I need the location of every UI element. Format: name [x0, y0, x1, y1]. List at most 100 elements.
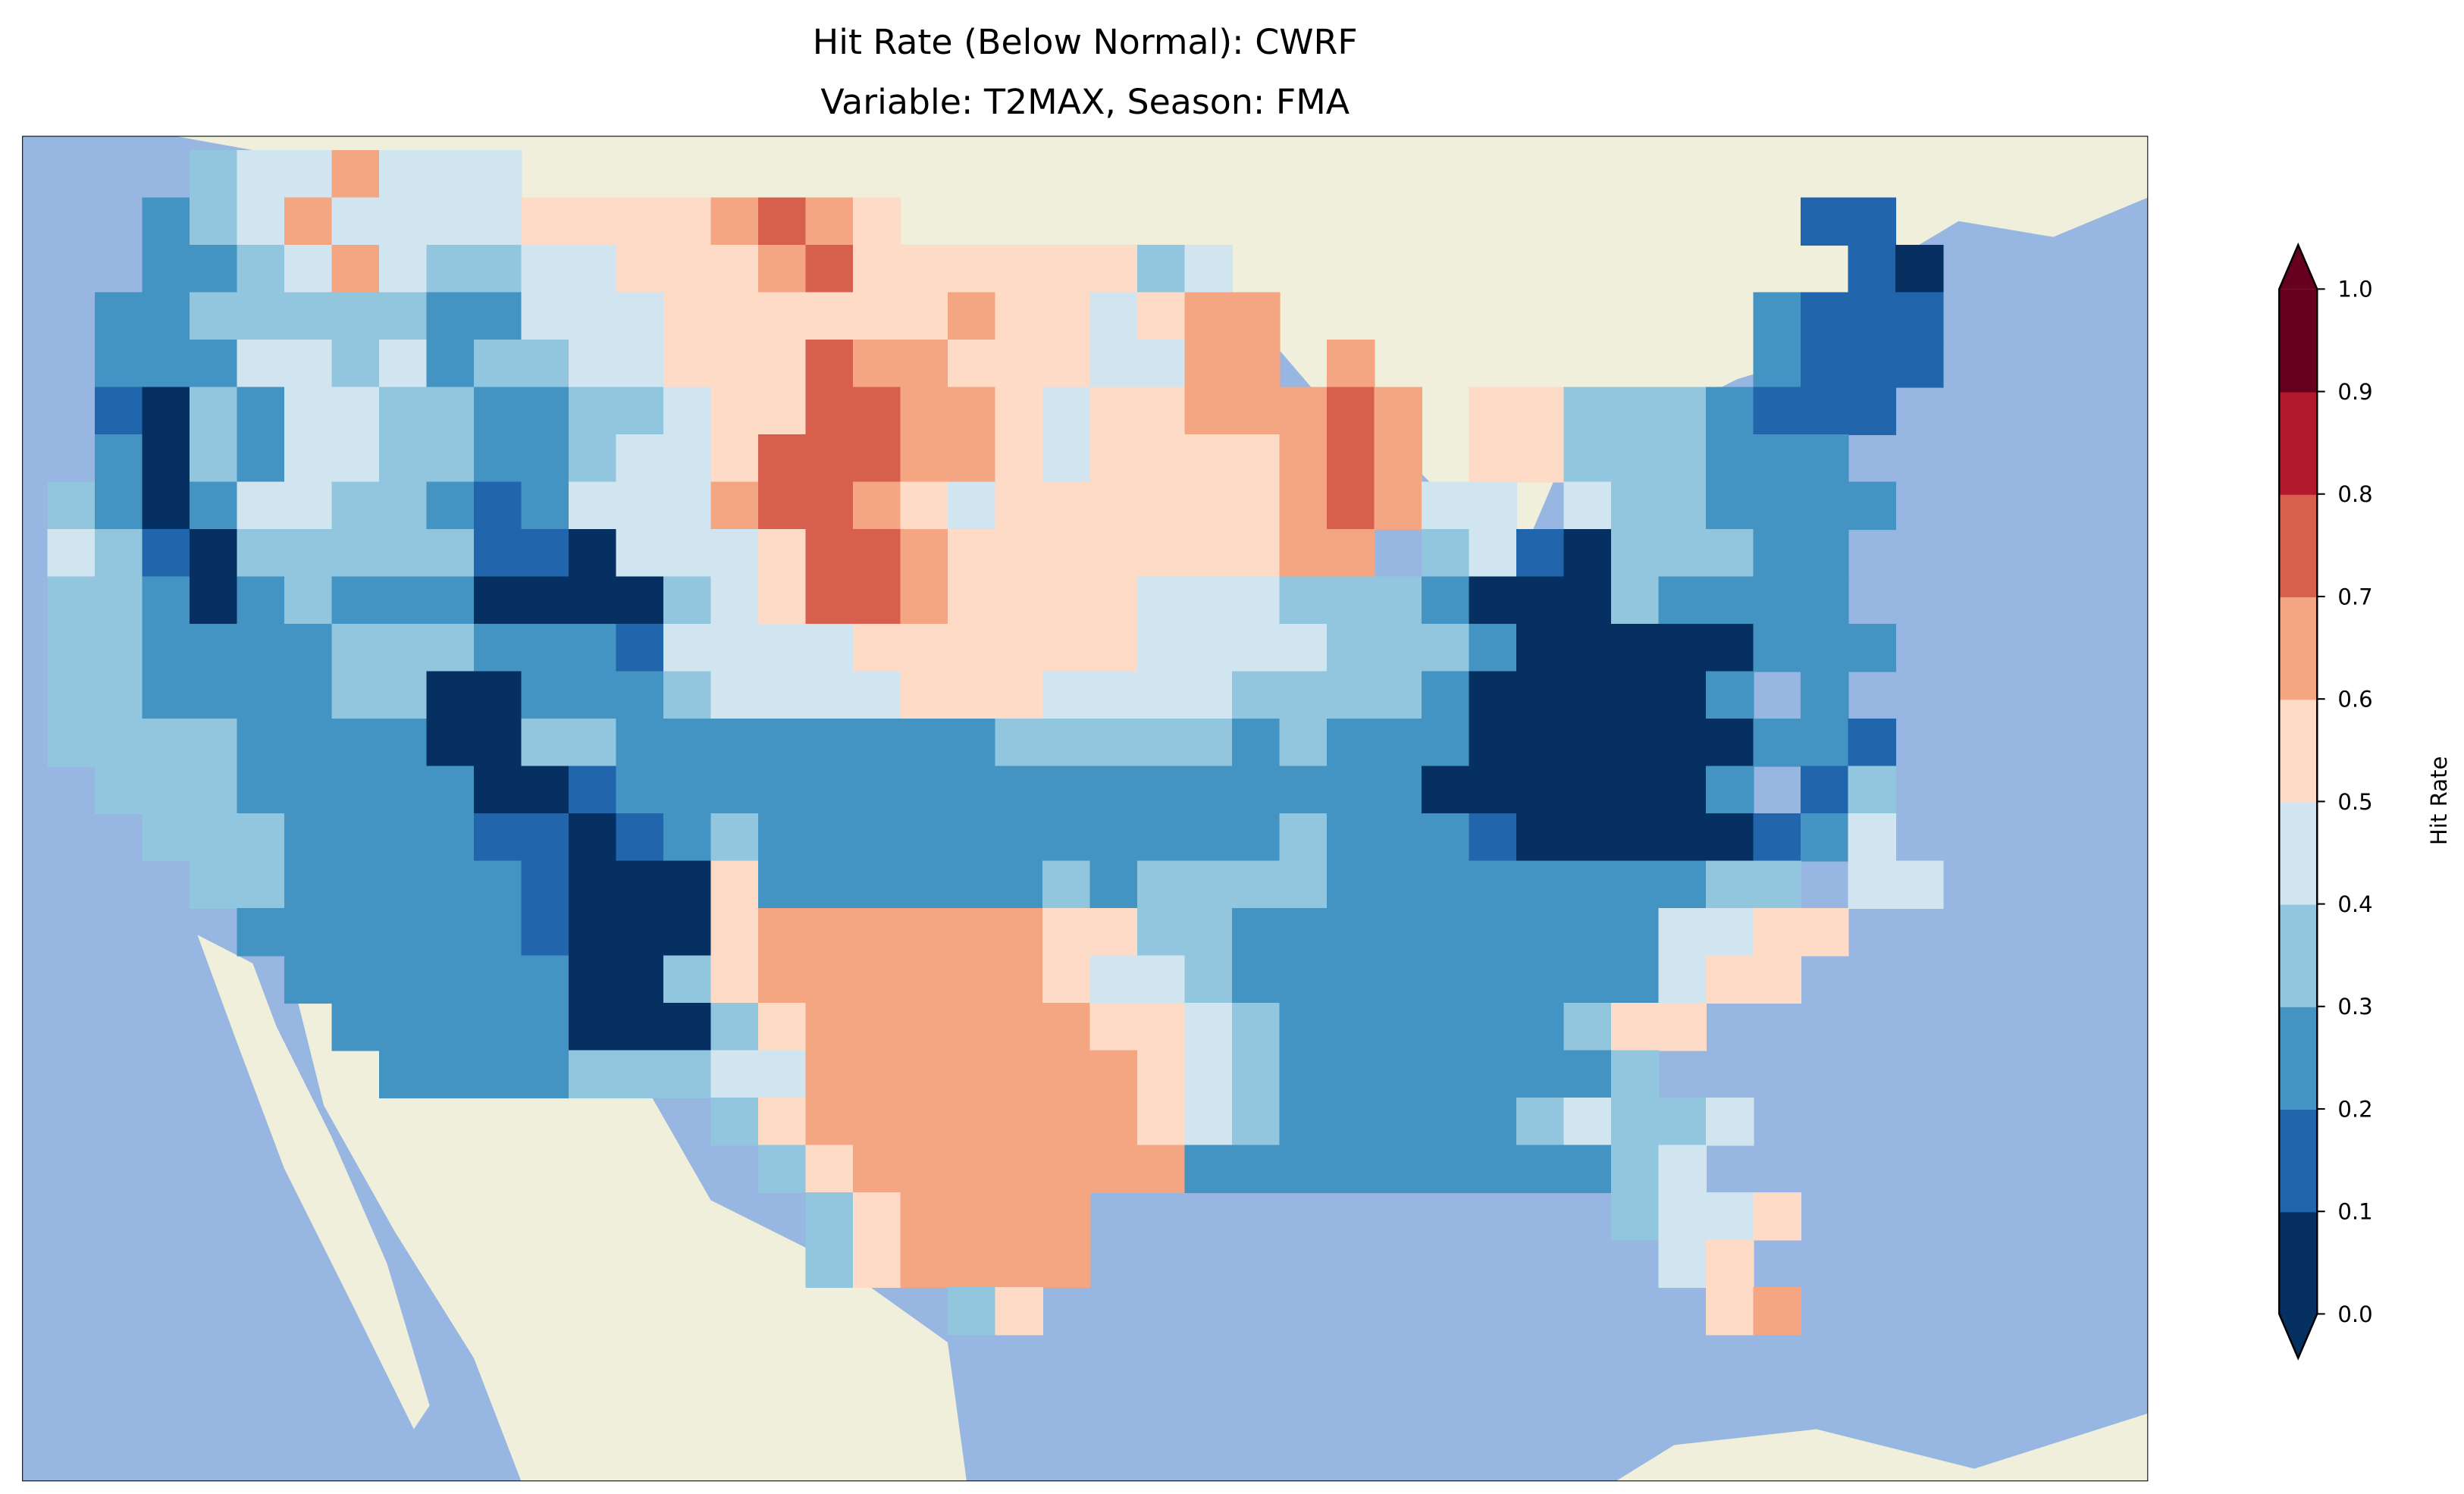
grid-cell	[853, 1050, 901, 1099]
grid-cell	[1706, 387, 1754, 436]
grid-cell	[95, 481, 143, 531]
grid-cell	[995, 340, 1044, 388]
grid-cell	[379, 813, 428, 862]
grid-cell	[379, 197, 428, 246]
grid-cell	[569, 955, 617, 1004]
grid-cell	[237, 529, 286, 578]
grid-cell	[1279, 529, 1328, 578]
grid-cell	[900, 719, 949, 767]
grid-cell	[1137, 576, 1186, 625]
grid-cell	[1279, 576, 1328, 625]
grid-cell	[948, 387, 996, 436]
grid-cell	[1706, 529, 1754, 578]
grid-cell	[1232, 624, 1281, 672]
grid-cell	[1753, 719, 1802, 767]
grid-cell	[805, 955, 854, 1004]
grid-cell	[284, 150, 333, 199]
grid-cell	[1089, 245, 1139, 293]
grid-cell	[616, 1003, 665, 1051]
grid-cell	[1279, 955, 1328, 1004]
grid-cell	[758, 1050, 807, 1099]
grid-cell	[853, 292, 901, 341]
grid-cell	[1563, 624, 1613, 672]
grid-cell	[1374, 719, 1423, 767]
grid-cell	[1279, 908, 1328, 957]
grid-cell	[1753, 292, 1802, 341]
grid-cell	[95, 766, 143, 815]
grid-cell	[948, 1098, 996, 1146]
grid-cell	[948, 908, 996, 957]
grid-cell	[1042, 1192, 1091, 1241]
grid-cell	[1563, 908, 1613, 957]
grid-cell	[190, 719, 238, 767]
grid-cell	[900, 624, 949, 672]
grid-cell	[805, 1050, 854, 1099]
grid-cell	[1232, 908, 1281, 957]
grid-cell	[710, 624, 760, 672]
grid-cell	[474, 908, 522, 957]
grid-cell	[142, 481, 191, 531]
grid-cell	[1137, 340, 1186, 388]
grid-cell	[1232, 766, 1281, 815]
grid-cell	[379, 1050, 428, 1099]
grid-cell	[853, 813, 901, 862]
colorbar-bin	[2279, 801, 2318, 905]
grid-cell	[1801, 434, 1849, 483]
grid-cell	[1469, 1098, 1518, 1146]
grid-cell	[900, 481, 949, 531]
grid-cell	[758, 671, 807, 720]
grid-cell	[379, 860, 428, 910]
grid-cell	[1422, 766, 1470, 815]
grid-cell	[474, 576, 522, 625]
grid-cell	[1848, 766, 1897, 815]
grid-cell	[710, 955, 760, 1004]
grid-cell	[1469, 813, 1518, 862]
grid-cell	[1137, 292, 1186, 341]
grid-cell	[1753, 340, 1802, 388]
grid-cell	[1516, 1050, 1565, 1099]
grid-cell	[616, 292, 665, 341]
grid-cell	[1042, 245, 1091, 293]
grid-cell	[663, 340, 712, 388]
colorbar-bin	[2279, 1211, 2318, 1315]
grid-cell	[805, 340, 854, 388]
grid-cell	[1374, 671, 1423, 720]
grid-cell	[1374, 576, 1423, 625]
grid-cell	[284, 197, 333, 246]
grid-cell	[853, 766, 901, 815]
grid-cell	[474, 197, 522, 246]
grid-cell	[190, 197, 238, 246]
grid-cell	[805, 434, 854, 483]
grid-cell	[616, 245, 665, 293]
grid-cell	[1469, 1145, 1518, 1194]
grid-cell	[900, 1098, 949, 1146]
grid-cell	[331, 292, 381, 341]
grid-cell	[1801, 813, 1849, 862]
grid-cell	[1422, 1003, 1470, 1051]
grid-cell	[1042, 340, 1091, 388]
grid-cell	[1327, 955, 1375, 1004]
grid-cell	[995, 624, 1044, 672]
grid-cell	[616, 197, 665, 246]
grid-cell	[1184, 955, 1234, 1004]
grid-cell	[1327, 1098, 1375, 1146]
grid-cell	[1327, 340, 1375, 388]
grid-cell	[1184, 481, 1234, 531]
grid-cell	[1184, 1050, 1234, 1099]
grid-cell	[474, 481, 522, 531]
grid-cell	[663, 908, 712, 957]
grid-cell	[569, 481, 617, 531]
grid-cell	[569, 908, 617, 957]
grid-cell	[1801, 908, 1849, 957]
grid-cell	[1611, 955, 1660, 1004]
grid-cell	[1611, 908, 1660, 957]
grid-cell	[1848, 292, 1897, 341]
grid-cell	[237, 813, 286, 862]
grid-cell	[1611, 529, 1660, 578]
grid-cell	[521, 292, 570, 341]
grid-cell	[1563, 529, 1613, 578]
grid-cell	[663, 813, 712, 862]
grid-cell	[1469, 624, 1518, 672]
grid-cell	[1327, 908, 1375, 957]
grid-cell	[1611, 576, 1660, 625]
